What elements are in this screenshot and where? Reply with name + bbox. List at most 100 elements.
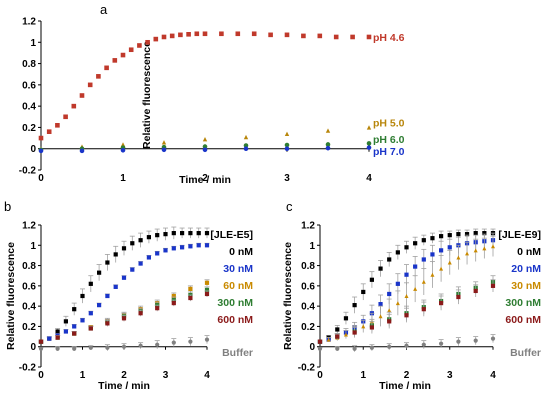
y-tick-label: 0.8 — [22, 261, 36, 272]
data-point — [105, 321, 110, 326]
data-point — [188, 286, 193, 291]
series-label: pH 5.0 — [373, 117, 405, 129]
data-point — [121, 316, 127, 321]
data-point — [204, 291, 210, 297]
data-point — [404, 245, 409, 250]
x-tick-label: 2 — [404, 370, 410, 381]
data-point — [161, 140, 167, 145]
data-point — [105, 260, 110, 265]
data-point — [301, 33, 306, 39]
y-tick-label: 0.4 — [301, 302, 315, 313]
data-point — [439, 248, 444, 253]
data-point — [105, 345, 110, 350]
data-point — [404, 272, 409, 277]
data-point — [325, 142, 331, 147]
data-point — [395, 250, 400, 255]
data-point — [387, 308, 392, 313]
data-point — [146, 255, 151, 260]
data-point — [430, 252, 435, 257]
x-tick-label: 1 — [80, 370, 86, 381]
data-point — [317, 346, 323, 351]
data-point — [138, 238, 143, 243]
data-point — [188, 231, 193, 236]
data-point — [72, 346, 77, 351]
panel-letter: c — [286, 199, 293, 214]
data-point — [55, 123, 60, 128]
legend-entry: 60 nM — [223, 280, 253, 292]
data-point — [335, 334, 340, 339]
x-axis-title: Time / min — [379, 380, 431, 392]
data-point — [47, 336, 52, 341]
data-point — [79, 148, 85, 154]
data-point — [456, 339, 461, 344]
data-point — [284, 146, 290, 152]
data-point — [387, 291, 392, 297]
data-point — [138, 261, 143, 266]
data-point — [366, 145, 372, 150]
data-point — [369, 345, 374, 350]
data-point — [204, 287, 210, 293]
data-point — [196, 243, 201, 248]
y-tick-label: 0.2 — [22, 322, 36, 333]
data-point — [55, 329, 60, 334]
data-point — [71, 103, 77, 109]
data-point — [169, 33, 175, 39]
data-point — [80, 293, 85, 299]
data-point — [404, 343, 409, 348]
data-point — [178, 32, 183, 38]
data-point — [421, 279, 426, 284]
data-point — [128, 47, 134, 53]
y-tick-label: 0 — [30, 342, 36, 353]
data-point — [473, 248, 478, 253]
data-point — [105, 293, 110, 299]
legend-entry: 0 nM — [517, 246, 541, 258]
data-point — [180, 245, 185, 250]
data-point — [63, 329, 68, 334]
y-tick-label: 1 — [30, 38, 36, 49]
legend-entry: 30 nM — [223, 263, 253, 275]
legend-title: [JLE-E9] — [498, 229, 541, 241]
x-tick-label: 2 — [121, 370, 127, 381]
x-tick-label: 0 — [38, 173, 44, 184]
data-point — [490, 336, 496, 341]
data-point — [80, 318, 85, 323]
data-point — [96, 74, 101, 79]
data-point — [188, 339, 193, 344]
panel-letter: a — [100, 2, 108, 17]
data-point — [112, 58, 118, 63]
data-point — [38, 339, 44, 344]
data-point — [104, 65, 109, 71]
data-point — [284, 131, 290, 136]
data-point — [188, 295, 193, 301]
data-point — [413, 286, 418, 291]
data-point — [243, 134, 249, 140]
series-600-nm — [317, 279, 496, 344]
series-buffer — [317, 334, 496, 352]
data-point — [395, 301, 400, 306]
x-axis-title: Time / min — [179, 174, 231, 186]
data-point — [413, 264, 418, 269]
data-point — [146, 235, 151, 240]
series-label: pH 4.6 — [373, 32, 405, 44]
legend-entry: 20 nM — [511, 263, 541, 275]
data-point — [171, 301, 176, 306]
data-point — [202, 144, 208, 149]
data-point — [194, 31, 200, 37]
data-point — [284, 142, 290, 148]
y-tick-label: 0.2 — [301, 322, 315, 333]
data-point — [343, 316, 349, 321]
data-point — [202, 147, 208, 153]
data-point — [326, 337, 331, 342]
y-tick-label: 1.2 — [22, 17, 36, 28]
series-label: pH 7.0 — [373, 146, 405, 158]
data-point — [482, 246, 487, 251]
data-point — [447, 245, 452, 250]
data-point — [171, 340, 176, 345]
data-point — [430, 236, 435, 241]
data-point — [202, 31, 208, 37]
data-point — [88, 326, 93, 331]
x-tick-label: 0 — [317, 370, 323, 381]
data-point — [350, 34, 355, 40]
series-label: pH 6.0 — [373, 134, 405, 146]
data-point — [202, 136, 208, 142]
